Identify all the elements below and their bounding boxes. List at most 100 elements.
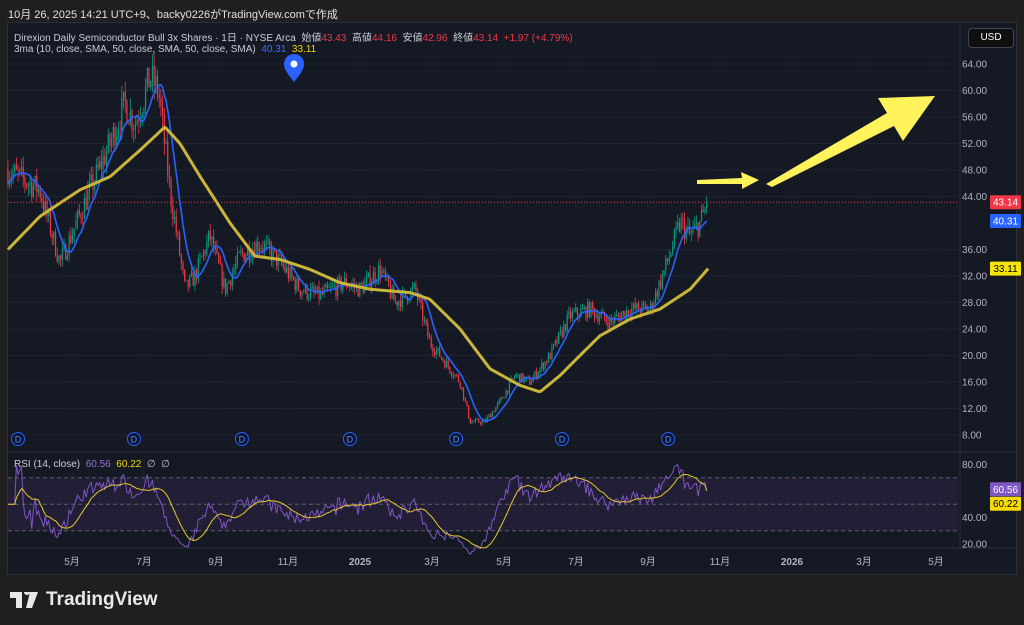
price-tick-label: 44.00 — [962, 192, 987, 203]
candle-body — [104, 155, 106, 165]
candle-body — [265, 242, 267, 244]
candle-body — [452, 375, 454, 377]
candle-body — [63, 244, 65, 250]
candle-body — [97, 164, 99, 168]
ma50-line — [6, 125, 710, 394]
candle-body — [600, 313, 602, 318]
candle-body — [349, 287, 351, 288]
candle-body — [60, 255, 62, 260]
candle-body — [133, 129, 135, 131]
candle-body — [400, 300, 402, 307]
candle-body — [435, 350, 437, 355]
price-tick-label: 48.00 — [962, 166, 987, 177]
candle-body — [357, 285, 359, 297]
candle-body — [150, 81, 152, 88]
candle-body — [622, 310, 624, 315]
candle-body — [250, 258, 252, 261]
candle-body — [22, 166, 24, 178]
arrow-annotation-large — [766, 96, 935, 187]
price-tick-label: 60.00 — [962, 86, 987, 97]
candle-body — [430, 338, 432, 347]
candle-body — [241, 250, 244, 254]
price-tick-label: 8.00 — [962, 431, 982, 442]
logo-text: TradingView — [46, 589, 158, 610]
candle-body — [507, 390, 509, 393]
candle-body — [85, 198, 87, 210]
candle-body — [134, 124, 137, 130]
candle-body — [153, 65, 155, 86]
candle-body — [571, 311, 573, 319]
candle-body — [539, 368, 541, 374]
candle-body — [367, 272, 369, 277]
candle-body — [248, 248, 250, 261]
candle-body — [447, 360, 449, 368]
candle-body — [204, 251, 206, 255]
candle-body — [461, 386, 463, 388]
candle-body — [704, 208, 706, 213]
arrow-annotation-small — [697, 172, 759, 189]
candle-body — [257, 242, 259, 252]
candle-body — [92, 174, 94, 191]
open-value: 43.43 — [321, 33, 347, 44]
candle-body — [39, 188, 41, 198]
candle-body — [627, 310, 630, 315]
candle-body — [294, 279, 296, 291]
candle-body — [687, 226, 689, 229]
rsi-ma-tag-bg — [990, 496, 1021, 511]
candle-body — [292, 276, 295, 280]
candle-body — [503, 397, 505, 399]
candle-body — [643, 303, 645, 305]
candle-body — [243, 253, 245, 262]
tradingview-logo[interactable]: TradingView — [10, 589, 158, 611]
candle-body — [381, 271, 383, 277]
currency-button[interactable]: USD — [968, 28, 1014, 48]
candle-body — [649, 303, 652, 310]
candle-body — [656, 291, 658, 297]
candle-body — [298, 278, 300, 291]
candle-body — [449, 367, 451, 373]
candle-body — [542, 362, 545, 370]
candle-body — [479, 422, 482, 424]
candle-body — [692, 228, 694, 233]
candle-body — [530, 381, 533, 385]
candle-body — [631, 308, 633, 317]
candle-body — [202, 251, 205, 257]
candle-body — [116, 135, 118, 146]
candle-body — [44, 201, 46, 211]
location-pin-dot — [290, 60, 298, 68]
candle-body — [53, 231, 55, 239]
candle-body — [326, 284, 329, 288]
candle-body — [490, 414, 492, 418]
candle-body — [383, 269, 385, 272]
candle-body — [592, 302, 594, 309]
candle-body — [517, 374, 519, 376]
candle-body — [206, 241, 208, 255]
candle-body — [291, 267, 293, 277]
candle-body — [488, 414, 490, 418]
candle-body — [583, 307, 585, 309]
candle-body — [54, 231, 57, 256]
candle-body — [464, 399, 466, 401]
rsi-legend[interactable]: RSI (14, close) 60.56 60.22 ∅ ∅ — [14, 459, 170, 470]
candle-body — [71, 235, 74, 243]
candle-body — [289, 267, 291, 279]
candle-body — [65, 244, 67, 260]
candle-body — [19, 168, 21, 172]
candle-body — [270, 248, 273, 262]
ma-legend[interactable]: 3ma (10, close, SMA, 50, close, SMA, 50,… — [14, 44, 316, 55]
candle-body — [496, 403, 499, 408]
ma50-value: 33.11 — [291, 44, 317, 55]
candle-body — [439, 347, 441, 357]
candle-body — [306, 285, 308, 299]
rsi-tick-label: 80.00 — [962, 460, 987, 471]
candle-body — [590, 302, 592, 317]
candle-body — [634, 303, 636, 309]
candle-body — [112, 126, 114, 139]
candle-body — [61, 249, 63, 260]
candle-body — [471, 421, 473, 424]
candle-body — [41, 197, 43, 203]
candle-body — [299, 290, 301, 296]
rsi-ma-line — [7, 474, 708, 549]
candle-body — [537, 373, 539, 379]
